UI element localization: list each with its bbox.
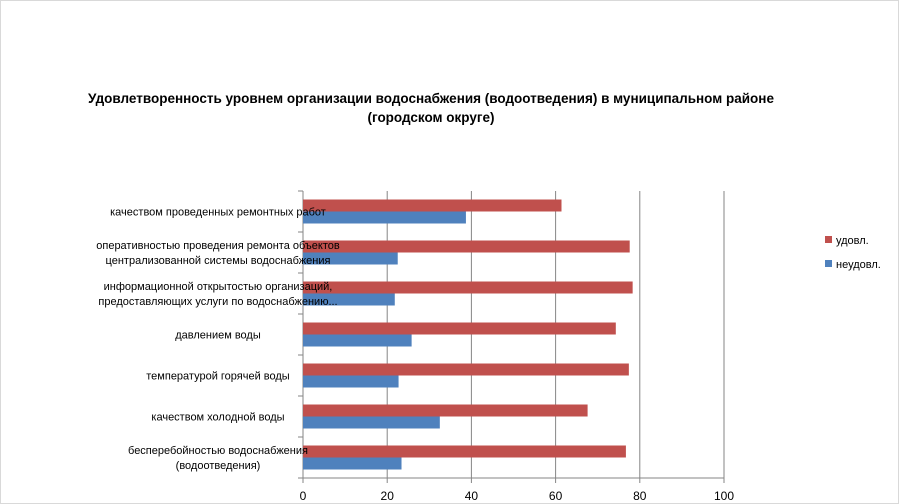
- category-label: оперативностью проведения ремонта объект…: [96, 240, 340, 252]
- x-tick-label: 20: [381, 489, 395, 503]
- x-tick-label: 80: [633, 489, 647, 503]
- legend-swatch: [825, 236, 832, 243]
- x-tick-label: 40: [465, 489, 479, 503]
- x-tick-label: 60: [549, 489, 563, 503]
- bar-satisfied: [303, 363, 629, 376]
- category-label: бесперебойностью водоснабжения: [128, 445, 308, 457]
- bar-unsatisfied: [303, 375, 399, 388]
- category-label: (водоотведения): [176, 460, 261, 472]
- x-tick-label: 0: [300, 489, 307, 503]
- category-label: информационной открытостью организаций,: [104, 281, 333, 293]
- category-label: качеством проведенных ремонтных работ: [110, 207, 326, 219]
- bar-unsatisfied: [303, 293, 395, 306]
- x-tick-label: 100: [714, 489, 734, 503]
- bar-unsatisfied: [303, 416, 440, 429]
- bar-unsatisfied: [303, 211, 466, 224]
- chart-title: Удовлетворенность уровнем организации во…: [88, 91, 774, 125]
- legend-label: удовл.: [836, 235, 869, 247]
- bar-unsatisfied: [303, 457, 402, 470]
- category-label: централизованной системы водоснабжения: [106, 255, 331, 267]
- bar-satisfied: [303, 322, 616, 335]
- legend-swatch: [825, 260, 832, 267]
- bar-satisfied: [303, 240, 630, 253]
- legend-label: неудовл.: [836, 259, 881, 271]
- bar-satisfied: [303, 445, 626, 458]
- category-label: температурой горячей воды: [146, 371, 290, 383]
- category-label: предоставляющих услуги по водоснабжению.…: [98, 296, 337, 308]
- bar-unsatisfied: [303, 252, 398, 265]
- bar-satisfied: [303, 199, 562, 212]
- bar-satisfied: [303, 281, 633, 294]
- category-label: качеством холодной воды: [151, 412, 284, 424]
- bar-unsatisfied: [303, 334, 412, 347]
- bar-satisfied: [303, 404, 588, 417]
- category-label: давлением воды: [175, 330, 261, 342]
